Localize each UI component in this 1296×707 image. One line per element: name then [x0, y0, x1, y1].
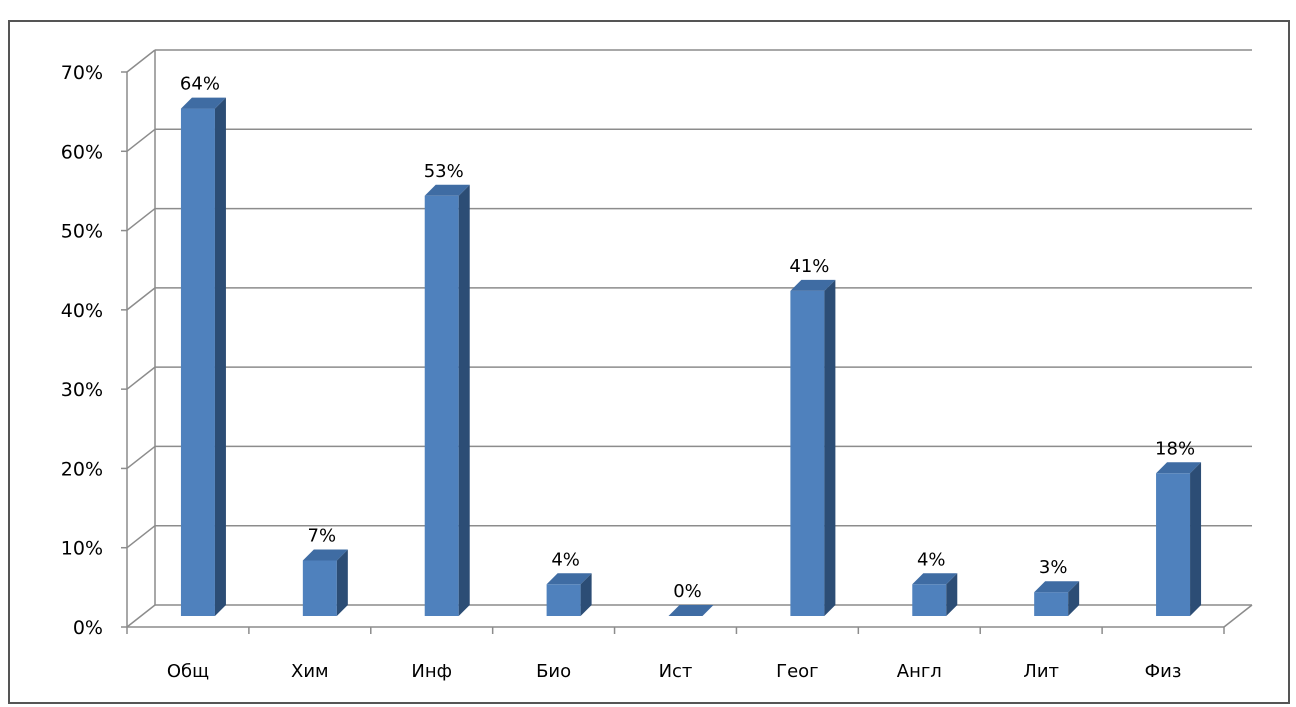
bar-top: [180, 97, 226, 109]
bar-side: [336, 549, 348, 616]
bar-side: [458, 184, 470, 617]
bar: [546, 584, 581, 616]
x-tick-label: Физ: [1145, 661, 1182, 682]
y-tick-label: 30%: [61, 379, 103, 401]
x-tick-label: Ист: [659, 661, 693, 682]
y-tick-label: 70%: [61, 62, 103, 84]
bar-top: [1156, 462, 1202, 474]
data-label: 0%: [673, 581, 702, 602]
x-tick-label: Лит: [1023, 661, 1059, 682]
x-tick-label: Био: [536, 661, 571, 682]
data-label: 4%: [917, 549, 946, 570]
bar-side: [1068, 581, 1080, 616]
y-tick-label: 40%: [61, 300, 103, 322]
data-label: 41%: [789, 256, 829, 277]
bar-top: [790, 279, 836, 291]
bar-side: [214, 97, 226, 617]
bar: [790, 290, 825, 616]
grid-diagonal: [126, 525, 156, 549]
data-label: 7%: [308, 526, 337, 547]
bar-top: [668, 605, 714, 616]
grid-diagonal: [126, 128, 156, 152]
y-tick-label: 0%: [73, 617, 103, 639]
bar: [912, 584, 947, 616]
bar: [424, 195, 459, 617]
data-label: 4%: [551, 549, 580, 570]
bar: [1034, 592, 1069, 616]
x-tick-label: Инф: [411, 661, 452, 682]
y-tick-label: 50%: [61, 221, 103, 243]
y-tick-label: 60%: [61, 141, 103, 163]
bar-top: [1034, 581, 1080, 593]
data-label: 64%: [180, 74, 220, 95]
y-tick-label: 10%: [61, 538, 103, 560]
data-label: 18%: [1155, 438, 1195, 459]
bar-side: [824, 279, 836, 616]
bar: [302, 560, 337, 616]
bar-top: [302, 549, 348, 561]
grid-diagonal: [126, 49, 156, 73]
bar-side: [1190, 462, 1202, 616]
bar: [1156, 473, 1191, 616]
grid-diagonal: [126, 604, 156, 628]
data-label: 3%: [1039, 557, 1068, 578]
grid-diagonal: [126, 445, 156, 470]
bar: [180, 108, 215, 617]
x-tick-label: Общ: [167, 661, 209, 682]
x-tick-label: Хим: [291, 661, 329, 682]
bar-side: [580, 573, 592, 616]
x-tick-label: Геог: [776, 661, 819, 682]
y-tick-label: 20%: [61, 458, 103, 480]
x-tick-label: Англ: [897, 661, 942, 682]
grid-diagonal: [126, 366, 156, 390]
grid-diagonal: [126, 207, 156, 232]
bar-top: [912, 573, 958, 585]
floor-right-edge: [1223, 604, 1253, 628]
data-label: 53%: [424, 161, 464, 182]
bar-side: [946, 573, 958, 616]
bar-top: [546, 573, 592, 585]
grid-diagonal: [126, 287, 156, 311]
bar-top: [424, 184, 470, 196]
